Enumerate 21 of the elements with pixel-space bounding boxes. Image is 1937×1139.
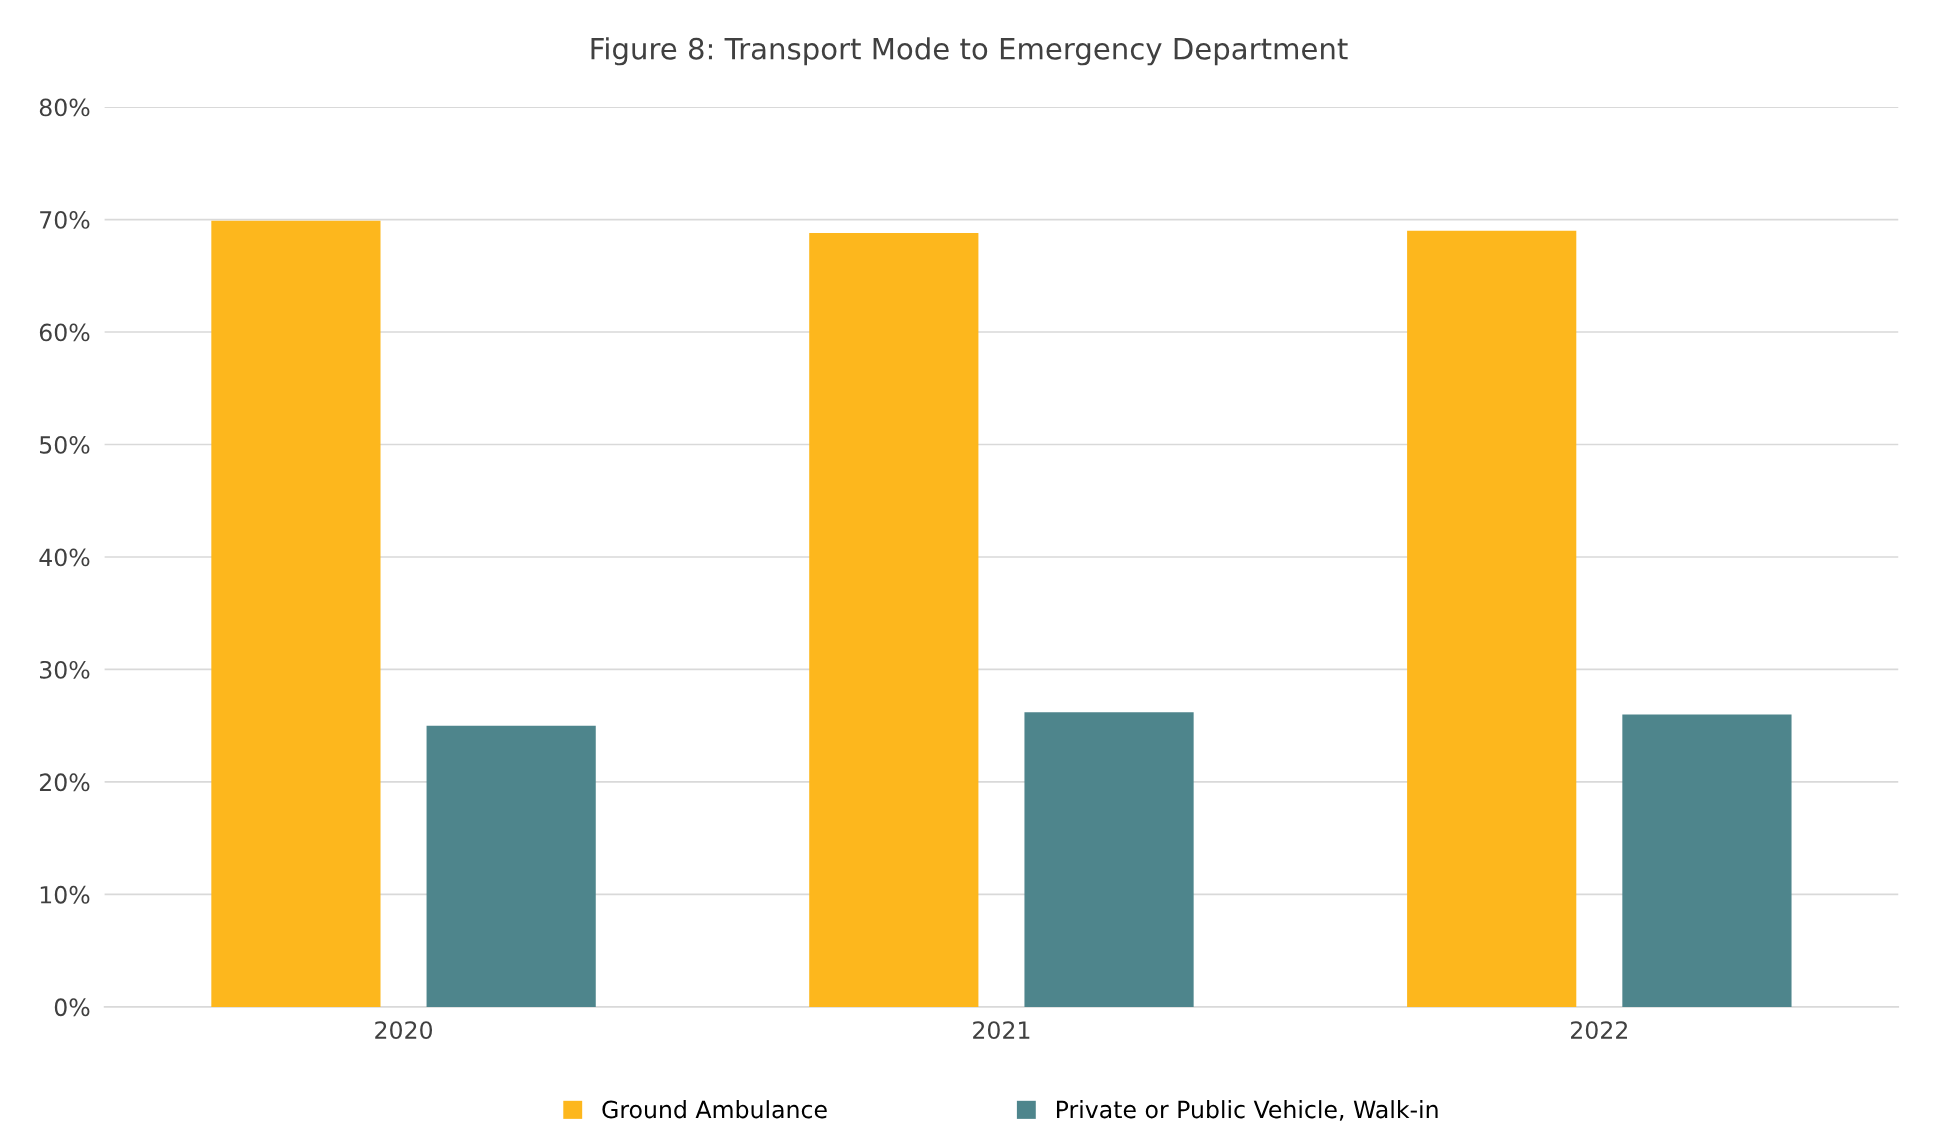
y-tick-label: 20% <box>39 773 90 792</box>
chart-title: Figure 8: Transport Mode to Emergency Department <box>591 37 1348 66</box>
y-tick-label: 60% <box>39 323 90 342</box>
bar <box>1407 230 1577 1007</box>
y-tick-label: 0% <box>54 998 90 1017</box>
bar <box>1024 712 1194 1007</box>
y-tick-label: 30% <box>40 660 90 679</box>
bar <box>809 233 979 1007</box>
legend-label: Ground Ambulance <box>602 1100 827 1119</box>
legend-label: Private or Public Vehicle, Walk-in <box>1056 1100 1438 1121</box>
bar <box>426 725 596 1007</box>
x-tick-label: 2020 <box>375 1021 433 1040</box>
y-tick-label: 70% <box>40 210 90 229</box>
bar <box>1622 714 1792 1007</box>
y-tick-label: 50% <box>40 435 90 454</box>
y-tick-label: 80% <box>39 98 90 117</box>
y-tick-label: 40% <box>39 548 90 567</box>
x-tick-label: 2022 <box>1571 1021 1627 1040</box>
bar <box>211 220 381 1007</box>
y-tick-label: 10% <box>40 885 90 904</box>
x-tick-label: 2021 <box>973 1021 1030 1040</box>
